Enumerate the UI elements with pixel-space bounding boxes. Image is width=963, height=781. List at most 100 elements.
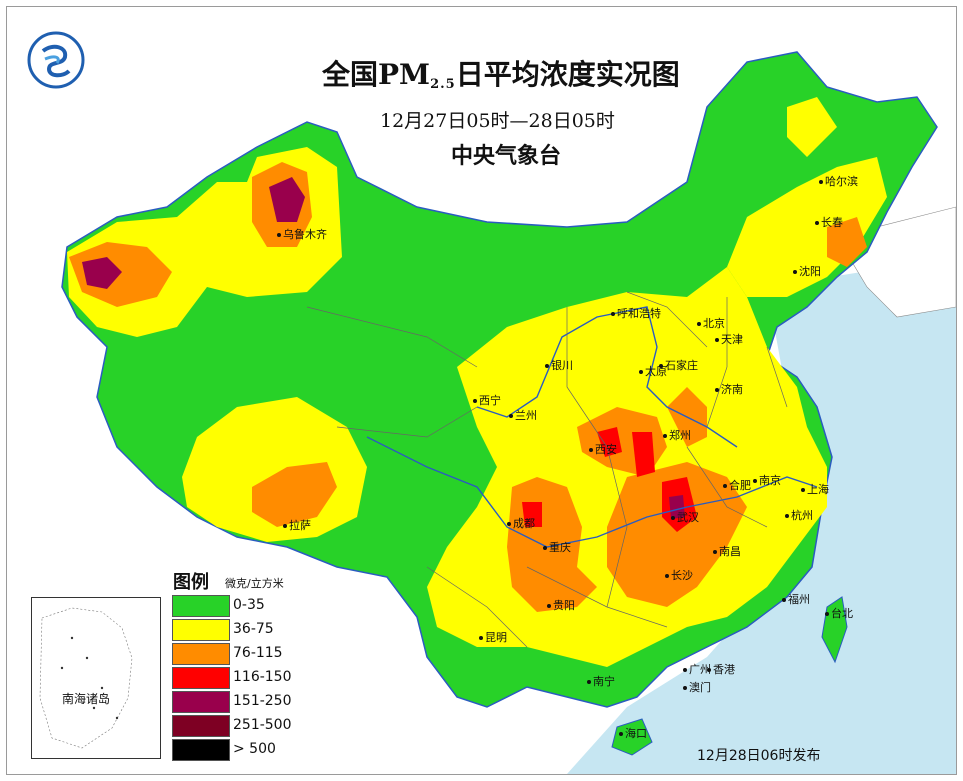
city-dot [723, 484, 727, 488]
purple-zone-urumqi [269, 177, 305, 222]
city-label: 成都 [507, 515, 535, 531]
title-main: 全国PM [322, 58, 431, 91]
legend-label: 151-250 [233, 693, 292, 709]
city-label: 哈尔滨 [819, 173, 858, 189]
city-label: 重庆 [543, 539, 571, 555]
agency-name: 中央气象台 [451, 143, 562, 169]
legend-label: 116-150 [233, 669, 292, 685]
city-dot [587, 680, 591, 684]
city-label: 南宁 [587, 673, 615, 689]
city-dot [619, 732, 623, 736]
city-dot [473, 399, 477, 403]
legend-title: 图例 [173, 572, 209, 593]
purple-zone-xinjiang-west [82, 257, 122, 289]
city-dot [277, 233, 281, 237]
city-label: 太原 [639, 363, 667, 379]
city-name: 福州 [788, 593, 810, 606]
city-name: 重庆 [549, 541, 571, 554]
red-zone-xian [597, 427, 622, 457]
city-dot [715, 338, 719, 342]
city-dot [507, 522, 511, 526]
city-dot [547, 604, 551, 608]
city-label: 上海 [801, 481, 829, 497]
south-china-sea-inset: 南海诸岛 [31, 597, 161, 759]
city-dot [713, 550, 717, 554]
legend-swatch [172, 739, 230, 761]
city-label: 香港 [707, 661, 735, 677]
city-name: 拉萨 [289, 519, 311, 532]
city-dot [545, 364, 549, 368]
city-name: 南昌 [719, 545, 741, 558]
city-name: 澳门 [689, 681, 711, 694]
city-dot [707, 668, 711, 672]
city-label: 乌鲁木齐 [277, 226, 327, 242]
city-name: 成都 [513, 517, 535, 530]
city-label: 台北 [825, 605, 853, 621]
city-name: 贵阳 [553, 599, 575, 612]
release-time: 12月28日06时发布 [697, 748, 821, 764]
legend-swatch [172, 619, 230, 641]
legend-swatch [172, 715, 230, 737]
title-subscript: 2.5 [430, 77, 456, 92]
red-zone-chengdu [522, 502, 542, 527]
orange-zone-hubei-hunan [607, 462, 747, 607]
inset-label: 南海诸岛 [62, 692, 111, 706]
province-borders [306, 291, 788, 648]
city-name: 沈阳 [799, 265, 821, 278]
city-label: 北京 [697, 315, 725, 331]
city-label: 武汉 [671, 509, 699, 525]
legend-unit: 微克/立方米 [225, 577, 284, 590]
map-title: 全国PM2.5日平均浓度实况图 [322, 53, 680, 93]
legend-label: 251-500 [233, 717, 292, 733]
sea-area [567, 257, 956, 774]
city-label: 兰州 [509, 407, 537, 423]
legend-label: 36-75 [233, 621, 274, 637]
city-label: 澳门 [683, 679, 711, 695]
city-label: 呼和浩特 [611, 305, 661, 321]
city-dot [793, 270, 797, 274]
purple-zone-wuhan [669, 495, 685, 519]
city-dot [825, 612, 829, 616]
city-label: 贵阳 [547, 597, 575, 613]
city-label: 海口 [619, 725, 647, 741]
city-label: 福州 [782, 591, 810, 607]
city-name: 济南 [721, 383, 743, 396]
city-label: 银川 [545, 357, 573, 373]
city-name: 西宁 [479, 394, 501, 407]
legend-swatch [172, 667, 230, 689]
city-dot [683, 668, 687, 672]
city-dot [819, 180, 823, 184]
legend-label: > 500 [233, 741, 276, 757]
city-dot [715, 388, 719, 392]
yellow-river [476, 306, 738, 448]
city-label: 合肥 [723, 477, 751, 493]
city-dot [479, 636, 483, 640]
city-name: 武汉 [677, 511, 699, 524]
city-label: 西宁 [473, 392, 501, 408]
city-name: 呼和浩特 [617, 307, 661, 320]
city-name: 杭州 [791, 509, 813, 522]
city-name: 南京 [759, 474, 781, 487]
city-name: 香港 [713, 663, 735, 676]
city-label: 长春 [815, 214, 843, 230]
legend-swatch [172, 643, 230, 665]
city-dot [639, 370, 643, 374]
city-name: 长春 [821, 216, 843, 229]
city-dot [801, 488, 805, 492]
city-name: 海口 [625, 727, 647, 740]
city-name: 昆明 [485, 631, 507, 644]
city-dot [782, 598, 786, 602]
city-dot [659, 364, 663, 368]
date-range: 12月27日05时—28日05时 [380, 110, 615, 132]
city-name: 上海 [807, 483, 829, 496]
city-label: 广州 [683, 661, 711, 677]
city-dot [665, 574, 669, 578]
city-dot [283, 524, 287, 528]
city-dot [815, 221, 819, 225]
city-name: 郑州 [669, 429, 691, 442]
city-label: 南京 [753, 472, 781, 488]
title-tail: 日平均浓度实况图 [455, 58, 680, 91]
city-name: 太原 [645, 365, 667, 378]
city-dot [663, 434, 667, 438]
city-dot [697, 322, 701, 326]
